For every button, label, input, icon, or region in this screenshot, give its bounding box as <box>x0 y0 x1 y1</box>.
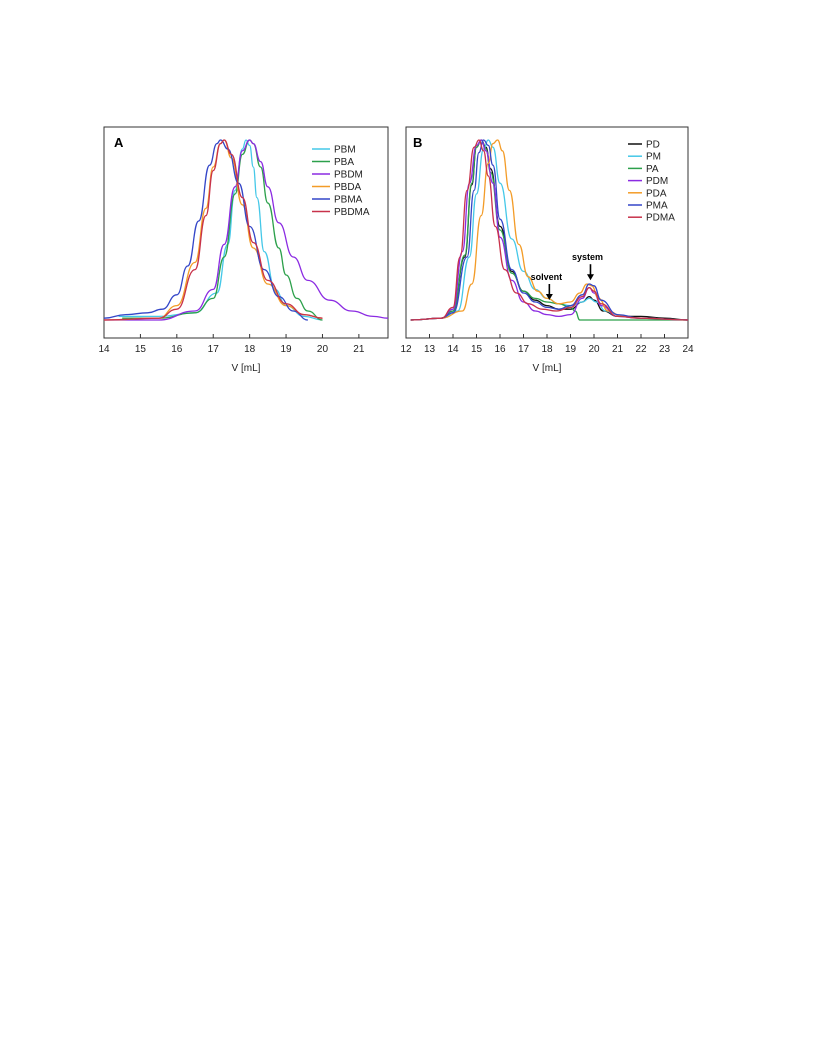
legend-label-pbdm: PBDM <box>334 170 363 181</box>
legend-label-pd: PD <box>646 140 660 151</box>
x-tick-label: 15 <box>471 344 483 355</box>
legend-label-pma: PMA <box>646 201 668 212</box>
annotation-label-system: system <box>572 252 603 262</box>
legend-label-pbm: PBM <box>334 145 356 156</box>
x-tick-label: 21 <box>353 344 365 355</box>
annotation-label-solvent: solvent <box>531 272 563 282</box>
annotation-arrow-head <box>545 294 553 300</box>
panel-a-series-group <box>103 139 389 321</box>
legend-label-pda: PDA <box>646 188 667 199</box>
x-tick-label: 14 <box>98 344 110 355</box>
legend-label-pdm: PDM <box>646 176 668 187</box>
x-tick-label: 17 <box>208 344 220 355</box>
legend-label-pba: PBA <box>334 157 354 168</box>
x-tick-label: 23 <box>659 344 671 355</box>
panel-b-chart: B 12 13 14 15 16 17 18 19 20 21 22 23 24 PDPMPAPDMPD… <box>400 126 694 374</box>
series-line-pdma <box>410 139 689 321</box>
series-line-pa <box>410 139 688 321</box>
x-tick-label: 18 <box>541 344 553 355</box>
x-tick-label: 21 <box>612 344 624 355</box>
legend-label-pdma: PDMA <box>646 213 675 224</box>
x-tick-label: 18 <box>244 344 256 355</box>
series-line-pba <box>122 139 323 321</box>
panel-a-x-axis-title: V [mL] <box>232 363 261 374</box>
x-tick-label: 15 <box>135 344 147 355</box>
legend-label-pa: PA <box>646 164 659 175</box>
panel-b-label: B <box>413 135 422 150</box>
x-tick-label: 19 <box>565 344 577 355</box>
x-tick-label: 17 <box>518 344 530 355</box>
legend-label-pbdma: PBDMA <box>334 207 370 218</box>
x-tick-label: 14 <box>447 344 459 355</box>
panel-b-series-group <box>410 139 689 321</box>
panel-a-label: A <box>114 135 124 150</box>
x-tick-label: 20 <box>588 344 600 355</box>
x-tick-label: 12 <box>400 344 412 355</box>
panel-b-x-ticks: 12 13 14 15 16 17 18 19 20 21 22 23 24 <box>400 334 694 355</box>
panel-b-annotations: solvent system <box>531 252 603 300</box>
legend-label-pbda: PBDA <box>334 182 362 193</box>
panel-a-x-ticks: 14 15 16 17 18 19 20 21 <box>98 334 365 355</box>
x-tick-label: 19 <box>280 344 292 355</box>
x-tick-label: 16 <box>494 344 506 355</box>
series-line-pbdma <box>103 139 323 321</box>
series-line-pbda <box>103 139 323 321</box>
x-tick-label: 24 <box>682 344 694 355</box>
series-line-pbdm <box>103 139 389 321</box>
annotation-arrow-head <box>586 274 594 281</box>
legend-label-pm: PM <box>646 152 661 163</box>
panel-a-plot-frame <box>103 126 389 339</box>
series-line-pbm <box>118 139 323 321</box>
x-tick-label: 16 <box>171 344 183 355</box>
series-line-pbma <box>103 139 308 321</box>
x-tick-label: 13 <box>424 344 436 355</box>
legend-label-pbma: PBMA <box>334 195 363 206</box>
x-tick-label: 20 <box>317 344 329 355</box>
series-line-pma <box>410 139 689 321</box>
panel-b-x-axis-title: V [mL] <box>533 363 562 374</box>
x-tick-label: 22 <box>635 344 647 355</box>
